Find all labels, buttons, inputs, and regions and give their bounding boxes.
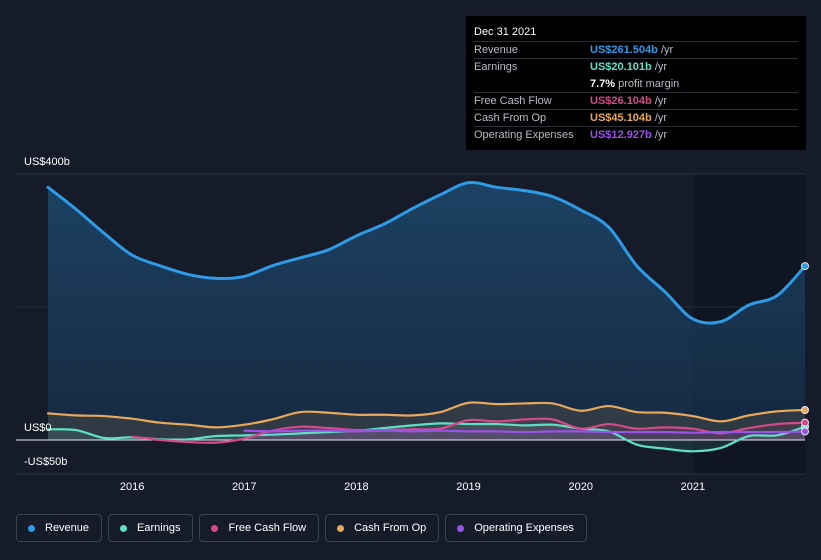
- legend-dot-icon: [120, 524, 128, 532]
- tooltip-label: Free Cash Flow: [474, 95, 552, 107]
- x-tick-label: 2021: [680, 481, 706, 493]
- tooltip-unit: /yr: [651, 95, 668, 107]
- tooltip-unit: /yr: [651, 129, 668, 141]
- line-revenue: [46, 180, 807, 325]
- tooltip-row-earnings: Earnings US$20.101b /yr: [474, 58, 798, 75]
- x-tick-label: 2019: [456, 481, 481, 493]
- end-point-operating-expenses: [801, 427, 809, 436]
- area-cash-from-op: [48, 402, 805, 440]
- tooltip-value: US$12.927b: [590, 129, 652, 141]
- legend-free-cash-flow[interactable]: Free Cash Flow: [199, 514, 320, 542]
- tooltip-row-revenue: Revenue US$261.504b /yr: [474, 41, 798, 58]
- chart-legend: Revenue Earnings Free Cash Flow Cash Fro…: [16, 514, 587, 542]
- tooltip-value: US$261.504b: [590, 44, 658, 56]
- tooltip-value: 7.7%: [590, 78, 616, 90]
- area-revenue: [48, 182, 805, 440]
- tooltip-unit: /yr: [657, 44, 674, 56]
- line-earnings: [46, 422, 807, 453]
- legend-revenue[interactable]: Revenue: [16, 514, 103, 542]
- legend-dot-icon: [337, 524, 345, 532]
- y-label-bottom: -US$50b: [24, 456, 68, 468]
- x-tick-label: 2020: [568, 481, 593, 493]
- tooltip-label: Operating Expenses: [474, 129, 574, 141]
- end-point-free-cash-flow: [801, 418, 809, 427]
- x-tick-label: 2016: [119, 481, 145, 493]
- legend-earnings[interactable]: Earnings: [108, 514, 194, 542]
- y-label-top: US$400b: [24, 156, 70, 168]
- tooltip-unit: /yr: [651, 61, 668, 73]
- legend-label: Revenue: [45, 522, 90, 534]
- legend-label: Cash From Op: [354, 522, 427, 534]
- legend-label: Operating Expenses: [474, 522, 574, 534]
- tooltip-unit: profit margin: [615, 78, 680, 90]
- end-point-revenue: [801, 262, 809, 271]
- legend-cash-from-op[interactable]: Cash From Op: [325, 514, 440, 542]
- tooltip-unit: /yr: [651, 112, 668, 124]
- tooltip-value: US$45.104b: [590, 112, 652, 124]
- legend-dot-icon: [28, 524, 35, 532]
- line-operating-expenses: [243, 429, 807, 434]
- tooltip-label: Cash From Op: [474, 112, 547, 124]
- tooltip-row-cfo: Cash From Op US$45.104b /yr: [474, 109, 798, 126]
- legend-dot-icon: [457, 524, 465, 532]
- legend-label: Free Cash Flow: [228, 522, 307, 534]
- legend-dot-icon: [211, 524, 219, 532]
- y-label-zero: US$0: [24, 422, 52, 434]
- tooltip-row-fcf: Free Cash Flow US$26.104b /yr: [474, 92, 798, 109]
- legend-operating-expenses[interactable]: Operating Expenses: [445, 514, 587, 542]
- line-cash-from-op: [46, 401, 807, 429]
- tooltip-value: US$20.101b: [590, 61, 652, 73]
- x-tick-label: 2017: [232, 481, 257, 493]
- tooltip-label: Earnings: [474, 61, 518, 73]
- tooltip-value: US$26.104b: [590, 95, 652, 107]
- tooltip-row-opex: Operating Expenses US$12.927b /yr: [474, 126, 798, 143]
- tooltip-date: Dec 31 2021: [474, 26, 537, 38]
- x-tick-label: 2018: [344, 481, 369, 493]
- tooltip-label: [474, 76, 590, 92]
- end-point-cash-from-op: [801, 406, 809, 415]
- tooltip-row-margin: 7.7% profit margin: [474, 75, 798, 92]
- line-free-cash-flow: [131, 417, 807, 444]
- data-tooltip: Dec 31 2021 Revenue US$261.504b /yr Earn…: [466, 16, 806, 150]
- tooltip-label: Revenue: [474, 44, 519, 56]
- legend-label: Earnings: [137, 522, 181, 534]
- area-earnings: [48, 423, 805, 452]
